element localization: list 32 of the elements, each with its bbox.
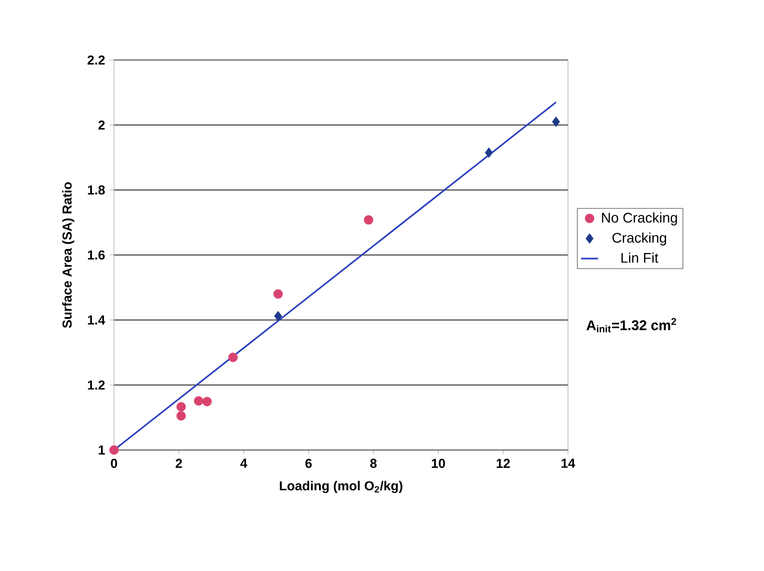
- point: [194, 396, 204, 406]
- point: [364, 215, 374, 225]
- y-tick-label: 1.8: [88, 185, 105, 195]
- legend-label: Lin Fit: [621, 252, 658, 263]
- y-tick-label: 2: [98, 120, 105, 130]
- y-tick-label: 1.6: [88, 250, 105, 260]
- y-axis-title: Surface Area (SA) Ratio: [62, 182, 74, 328]
- point: [109, 445, 119, 455]
- x-tick-label: 8: [370, 458, 377, 468]
- y-tick-label: 1.4: [88, 316, 106, 324]
- point: [552, 116, 560, 127]
- point: [274, 310, 282, 322]
- x-tick-label: 4: [240, 458, 248, 468]
- point: [228, 352, 238, 362]
- point: [176, 411, 186, 421]
- x-tick-label: 0: [110, 458, 118, 468]
- x-tick-label: 10: [432, 458, 445, 468]
- point: [273, 289, 283, 299]
- legend-label: No Cracking: [602, 212, 677, 226]
- x-tick-label: 2: [176, 458, 182, 468]
- legend-label: Cracking: [612, 232, 666, 246]
- y-tick-label: 1: [98, 446, 105, 454]
- text: A$_{init}$=1.32 cm$^{2}$: [586, 318, 676, 332]
- x-tick-label: 14: [562, 458, 576, 468]
- x-axis-title: Loading (mol O$_{2}$/kg): [280, 480, 402, 494]
- y-tick-label: 2.2: [88, 55, 105, 65]
- point: [484, 147, 493, 158]
- point: [176, 402, 186, 412]
- x-tick-label: 12: [496, 458, 510, 468]
- x-tick-label: 6: [305, 458, 312, 468]
- point: [202, 396, 212, 406]
- y-tick-label: 1.2: [88, 380, 105, 390]
